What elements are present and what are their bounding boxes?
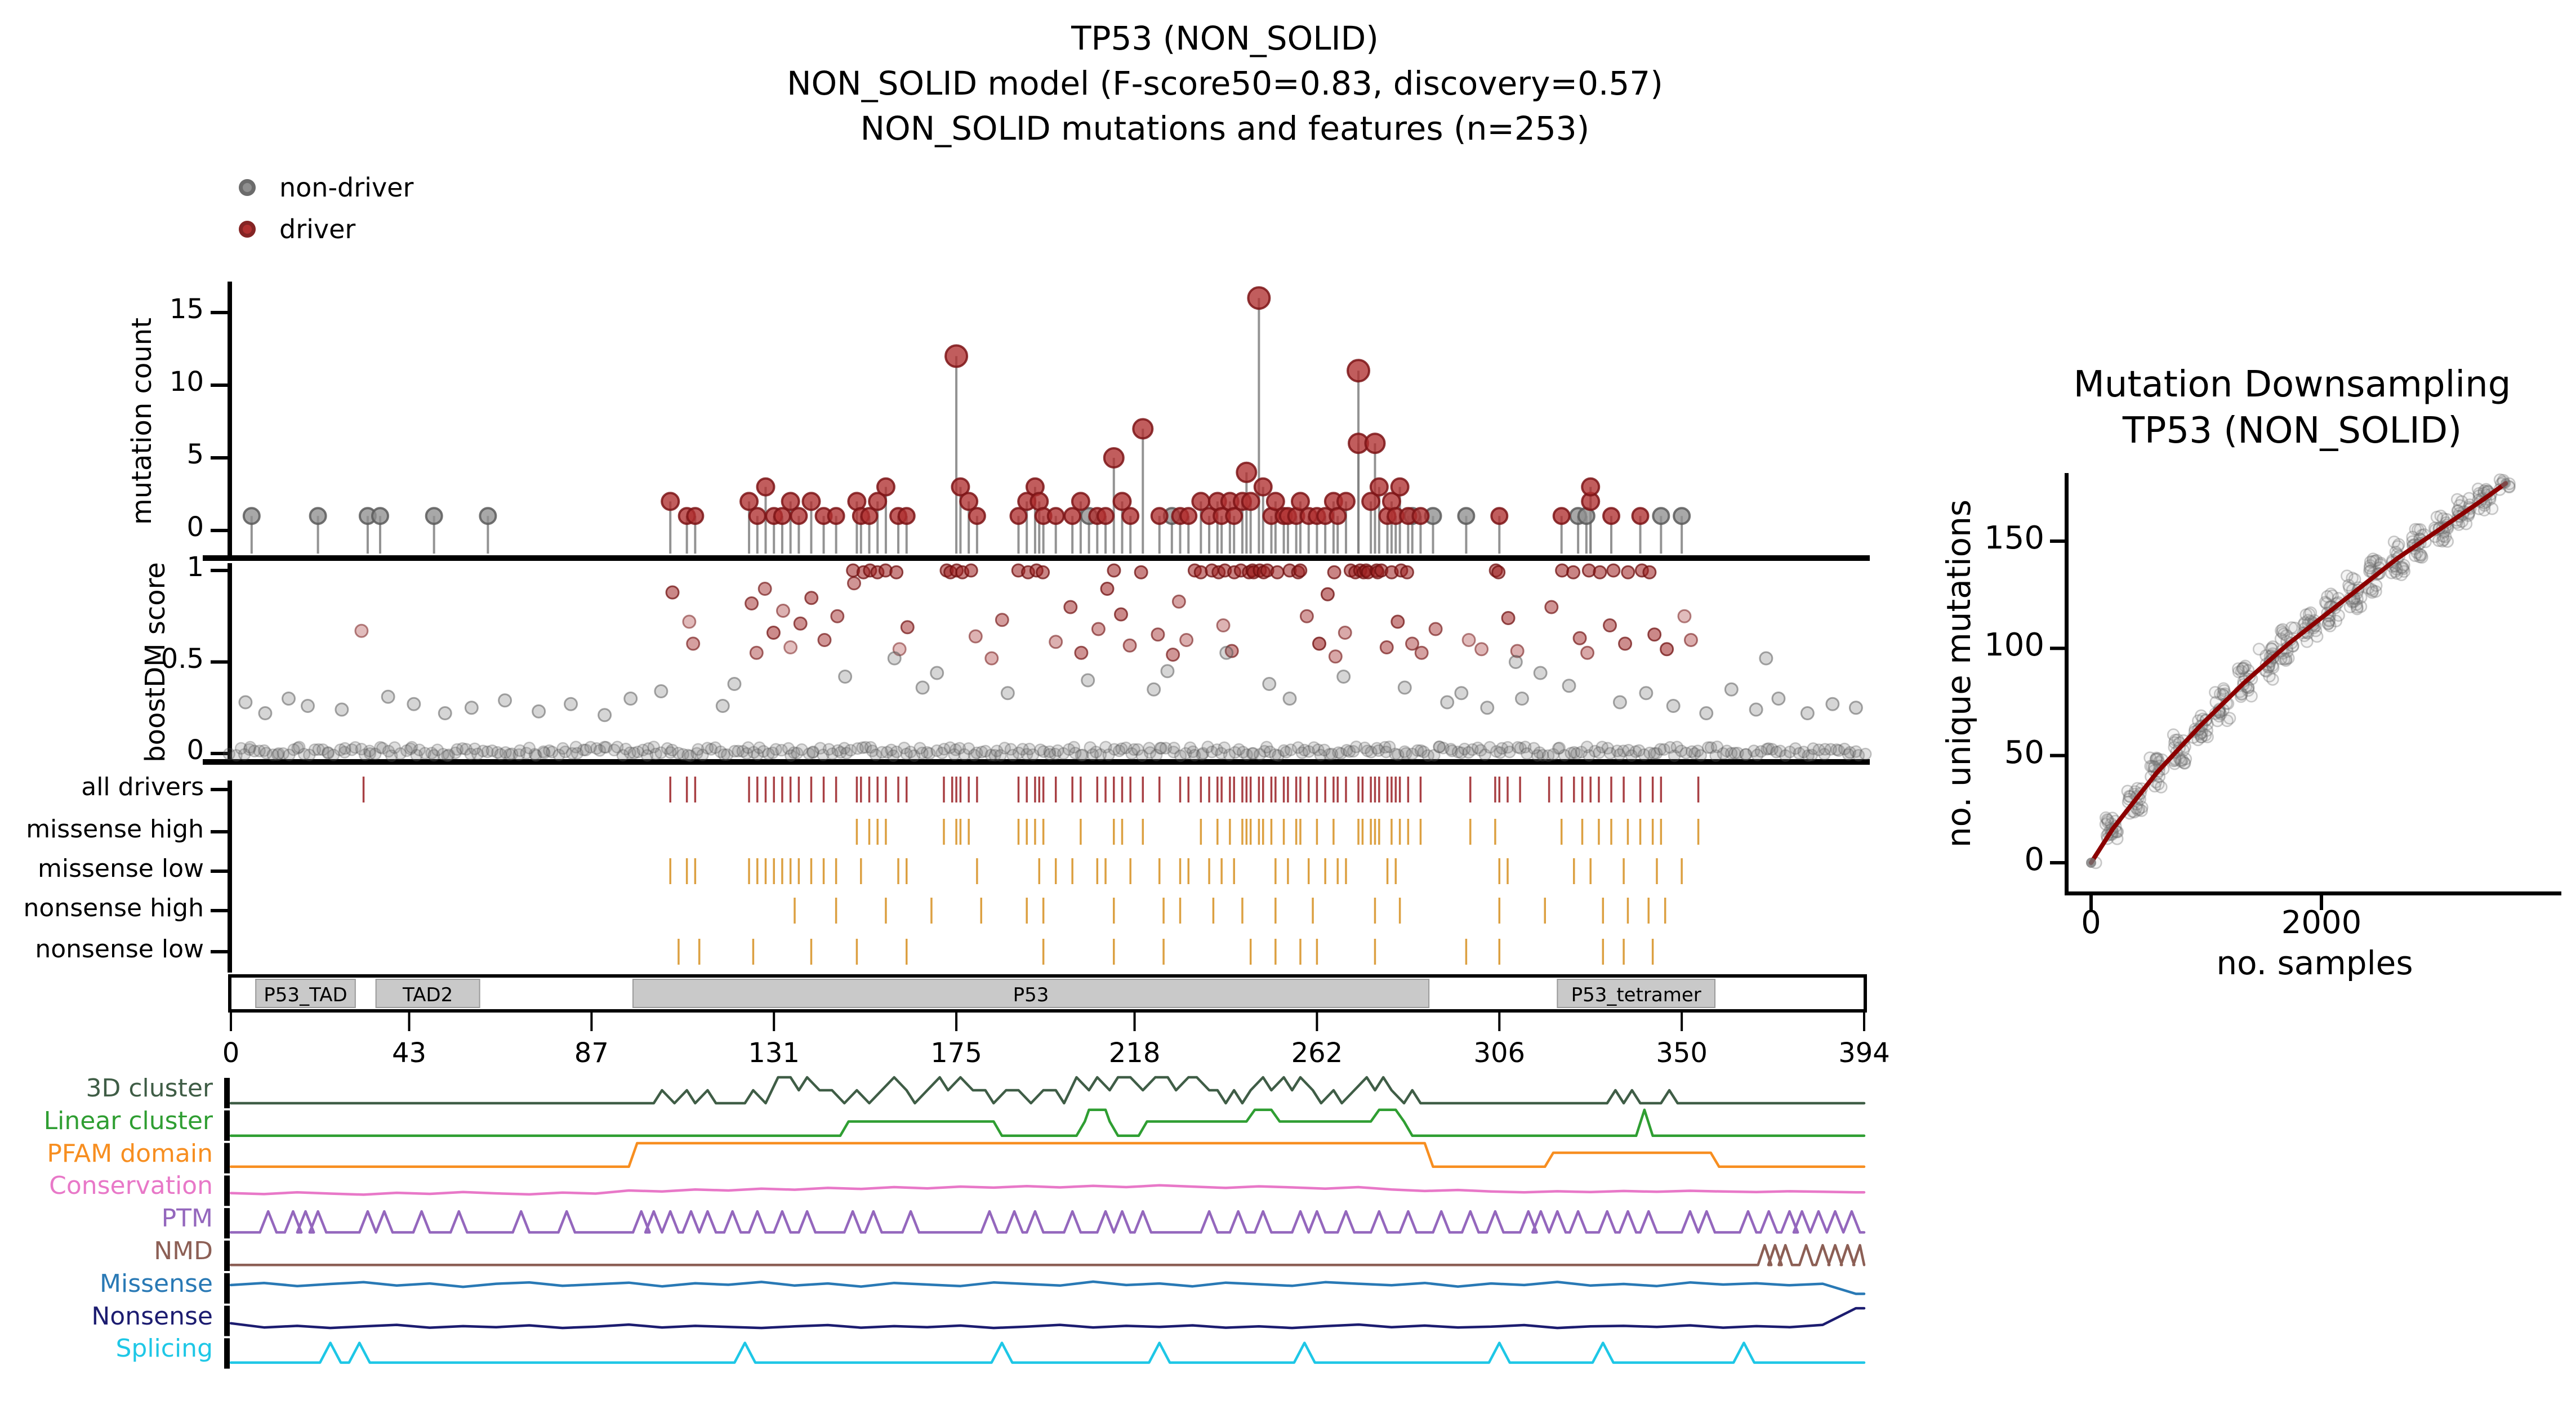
feature-track-Nonsense — [224, 1305, 1866, 1336]
needle-y-axis-label: mutation count — [126, 317, 158, 525]
title-line-1: TP53 (NON_SOLID) — [1071, 19, 1379, 57]
needle-y-tick-label: 15 — [169, 293, 204, 325]
protein-x-tick-label: 131 — [748, 1037, 800, 1069]
tick-row-all-drivers — [362, 777, 1700, 802]
feature-track-label: Linear cluster — [43, 1106, 213, 1135]
needle-y-tick-label: 5 — [186, 439, 204, 470]
domain-label: P53_tetramer — [1571, 984, 1701, 1006]
feature-track-label: Splicing — [115, 1334, 213, 1363]
protein-x-tick-label: 43 — [391, 1037, 427, 1069]
tick-row-missense-high — [855, 819, 1700, 845]
feature-track-Missense — [224, 1273, 1866, 1304]
feature-track-Splicing — [224, 1338, 1866, 1369]
downsampling-x-tick-label: 0 — [2081, 904, 2101, 941]
feature-track-label: Nonsense — [91, 1301, 213, 1331]
protein-x-tick-label: 262 — [1291, 1037, 1343, 1069]
driver-dot-icon — [239, 221, 256, 238]
legend: non-driver driver — [232, 167, 413, 250]
downsampling-y-tick-label: 0 — [2024, 841, 2044, 878]
protein-x-tick-label: 175 — [930, 1037, 982, 1069]
downsampling-title: Mutation Downsampling TP53 (NON_SOLID) — [1994, 362, 2576, 454]
feature-track-Conservation — [224, 1175, 1866, 1206]
non-driver-dot-icon — [239, 179, 256, 196]
feature-track-label: NMD — [154, 1237, 213, 1265]
protein-x-tick-label: 0 — [222, 1037, 240, 1069]
feature-track-label: PTM — [161, 1204, 213, 1233]
legend-item-driver: driver — [232, 208, 413, 250]
legend-label: driver — [279, 214, 356, 244]
feature-track-Linear-cluster — [224, 1108, 1866, 1141]
domain-label: P53_TAD — [264, 984, 347, 1006]
downsampling-plot — [2050, 473, 2561, 910]
downsampling-x-tick-label: 2000 — [2281, 904, 2362, 941]
tick-row-nonsense-low — [678, 939, 1654, 965]
boostdm-score-points — [238, 563, 1863, 723]
downsampling-title-line-2: TP53 (NON_SOLID) — [2122, 410, 2462, 452]
downsampling-points — [2089, 473, 2516, 869]
tick-row-label: missense low — [37, 854, 204, 883]
protein-x-tick-label: 394 — [1838, 1037, 1890, 1069]
driver-lollipops — [661, 286, 1650, 525]
feature-track-PFAM-domain — [224, 1141, 1866, 1174]
title-line-2: NON_SOLID model (F-score50=0.83, discove… — [787, 64, 1663, 102]
downsampling-x-axis-label: no. samples — [2216, 944, 2413, 982]
feature-track-label: Conservation — [49, 1171, 213, 1201]
tick-row-label: missense high — [26, 815, 204, 844]
downsampling-title-line-1: Mutation Downsampling — [2073, 364, 2511, 405]
downsampling-curve — [2086, 478, 2511, 868]
protein-x-tick-label: 350 — [1656, 1037, 1708, 1069]
downsampling-y-tick-label: 150 — [1984, 519, 2044, 556]
figure-title: TP53 (NON_SOLID) NON_SOLID model (F-scor… — [535, 16, 1915, 151]
tick-row-label: nonsense high — [23, 894, 204, 922]
domain-label: P53 — [1013, 984, 1049, 1006]
boostdm-y-tick-label: 1 — [186, 551, 204, 583]
protein-x-tick-label: 218 — [1108, 1037, 1161, 1069]
feature-track-label: 3D cluster — [86, 1074, 213, 1103]
domain-label: TAD2 — [403, 984, 453, 1006]
title-line-3: NON_SOLID mutations and features (n=253) — [860, 109, 1590, 148]
feature-track-label: Missense — [100, 1269, 213, 1298]
needle-y-tick-label: 0 — [186, 511, 204, 543]
downsampling-y-axis-label: no. unique mutations — [1940, 499, 1978, 848]
protein-x-tick-label: 306 — [1473, 1037, 1526, 1069]
needle-y-tick-label: 10 — [169, 366, 204, 398]
feature-tracks — [224, 1076, 1866, 1369]
legend-item-non-driver: non-driver — [232, 167, 413, 208]
tick-row-label: all drivers — [81, 773, 204, 801]
feature-track-PTM — [224, 1208, 1866, 1239]
protein-x-tick-label: 87 — [574, 1037, 609, 1069]
left-panel-axes — [203, 282, 1870, 973]
downsampling-y-tick-label: 50 — [2004, 734, 2044, 771]
boostdm-y-tick-label: 0 — [186, 734, 204, 766]
protein-domain-track — [228, 974, 1867, 1031]
feature-track-label: PFAM domain — [47, 1139, 213, 1168]
non-driver-lollipops — [242, 507, 1691, 525]
feature-track-NMD — [224, 1241, 1866, 1271]
driver-consequence-rows — [362, 777, 1700, 965]
tick-row-label: nonsense low — [35, 935, 204, 964]
legend-label: non-driver — [279, 172, 414, 203]
downsampling-y-tick-label: 100 — [1984, 627, 2044, 664]
tick-row-nonsense-high — [794, 898, 1666, 924]
boostdm-y-tick-label: 0.5 — [161, 643, 204, 675]
feature-track-3D-cluster — [224, 1076, 1866, 1108]
boostdm-baseline-points — [222, 740, 1872, 762]
tick-row-missense-low — [669, 858, 1683, 884]
